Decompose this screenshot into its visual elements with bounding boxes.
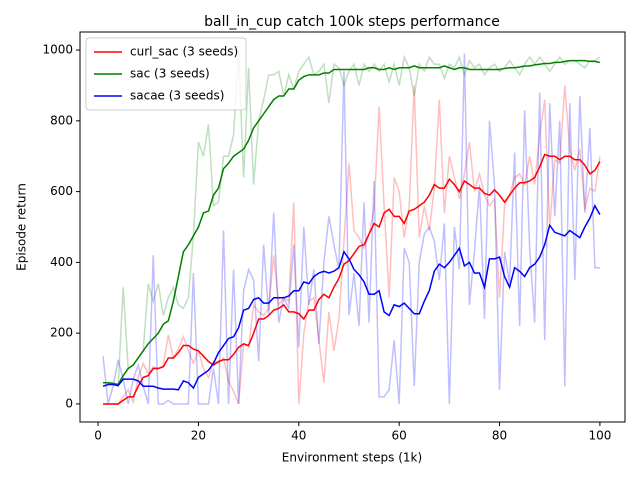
x-tick-label: 40	[291, 429, 306, 443]
y-tick-label: 1000	[42, 43, 73, 57]
y-tick-label: 400	[50, 255, 73, 269]
legend-label: sac (3 seeds)	[130, 67, 210, 81]
legend-label: curl_sac (3 seeds)	[130, 45, 238, 59]
x-tick-label: 0	[94, 429, 102, 443]
raw-line	[103, 85, 601, 405]
x-tick-label: 20	[191, 429, 206, 443]
y-tick-label: 600	[50, 184, 73, 198]
raw-line	[103, 50, 601, 388]
legend-label: sacae (3 seeds)	[130, 89, 224, 103]
y-tick-label: 0	[65, 396, 73, 410]
x-tick-label: 80	[492, 429, 507, 443]
series-line	[102, 204, 601, 391]
y-tick-label: 200	[50, 326, 73, 340]
x-axis-label: Environment steps (1k)	[282, 451, 422, 465]
y-tick-label: 800	[50, 113, 73, 127]
raw-line	[102, 53, 600, 405]
x-tick-label: 100	[588, 429, 611, 443]
chart-title: ball_in_cup catch 100k steps performance	[204, 14, 500, 30]
legend-box	[85, 37, 247, 111]
plot-frame	[79, 31, 626, 423]
x-tick-label: 60	[392, 429, 407, 443]
y-axis-label: Episode return	[15, 183, 29, 271]
series-line	[103, 153, 601, 405]
series-line	[103, 59, 601, 386]
